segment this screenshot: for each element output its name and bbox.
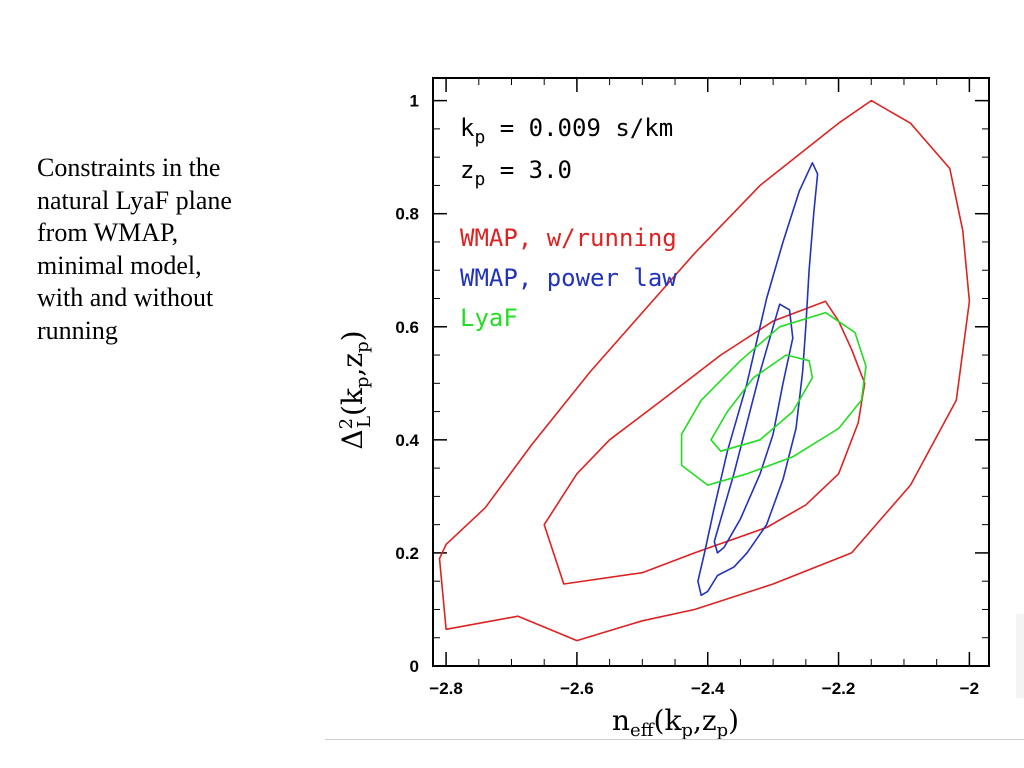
annotation-zp: zp = 3.0: [460, 156, 572, 190]
contour-lyaf-inner: [680, 311, 867, 486]
y-tick-label: 1: [410, 92, 419, 111]
x-tick-label: −2.8: [429, 679, 463, 698]
caption-line: minimal model,: [37, 250, 202, 280]
caption-line: from WMAP,: [37, 218, 179, 247]
x-tick-label: −2.4: [691, 679, 725, 698]
x-tick-label: −2: [960, 679, 979, 698]
plot-frame: [432, 77, 990, 667]
legend-entry-wmap-powerlaw: WMAP, power law: [460, 264, 677, 292]
caption-line: natural LyaF plane: [37, 185, 232, 215]
x-tick-label: −2.6: [560, 679, 594, 698]
y-tick-label: 0.6: [395, 318, 419, 337]
x-tick-label: −2.2: [822, 679, 856, 698]
plot-area: −2.8 −2.6 −2.4 −2.2 −2 0 0.2 0.4 0.6 0.8 1: [395, 77, 990, 698]
y-axis-title: Δ2L(kp,zp): [336, 330, 375, 449]
slide-caption: Constraints in the natural LyaF plane fr…: [37, 152, 307, 347]
contour-wmap-powerlaw-outer: [713, 303, 794, 554]
legend-entry-lyaf: LyaF: [460, 304, 518, 332]
y-tick-label: 0.4: [395, 431, 419, 450]
contour-wmap-powerlaw-inner: [697, 162, 819, 597]
contour-wmap-running-outer: [543, 300, 866, 585]
caption-line: with and without: [37, 283, 214, 312]
contour-lyaf-outer: [710, 354, 814, 452]
y-tick-label: 0.8: [395, 205, 419, 224]
legend-entry-wmap-running: WMAP, w/running: [460, 224, 677, 252]
bottom-divider: [325, 739, 1024, 740]
edge-mark: [1016, 614, 1024, 698]
caption-line: Constraints in the: [37, 153, 221, 182]
y-tick-label: 0: [410, 657, 419, 676]
contour-wmap-running-inner: [438, 99, 971, 642]
x-axis-title: neff(kp,zp): [612, 704, 739, 741]
y-tick-label: 0.2: [395, 544, 419, 563]
annotation-kp: kp = 0.009 s/km: [460, 114, 673, 148]
caption-line: running: [37, 315, 118, 345]
